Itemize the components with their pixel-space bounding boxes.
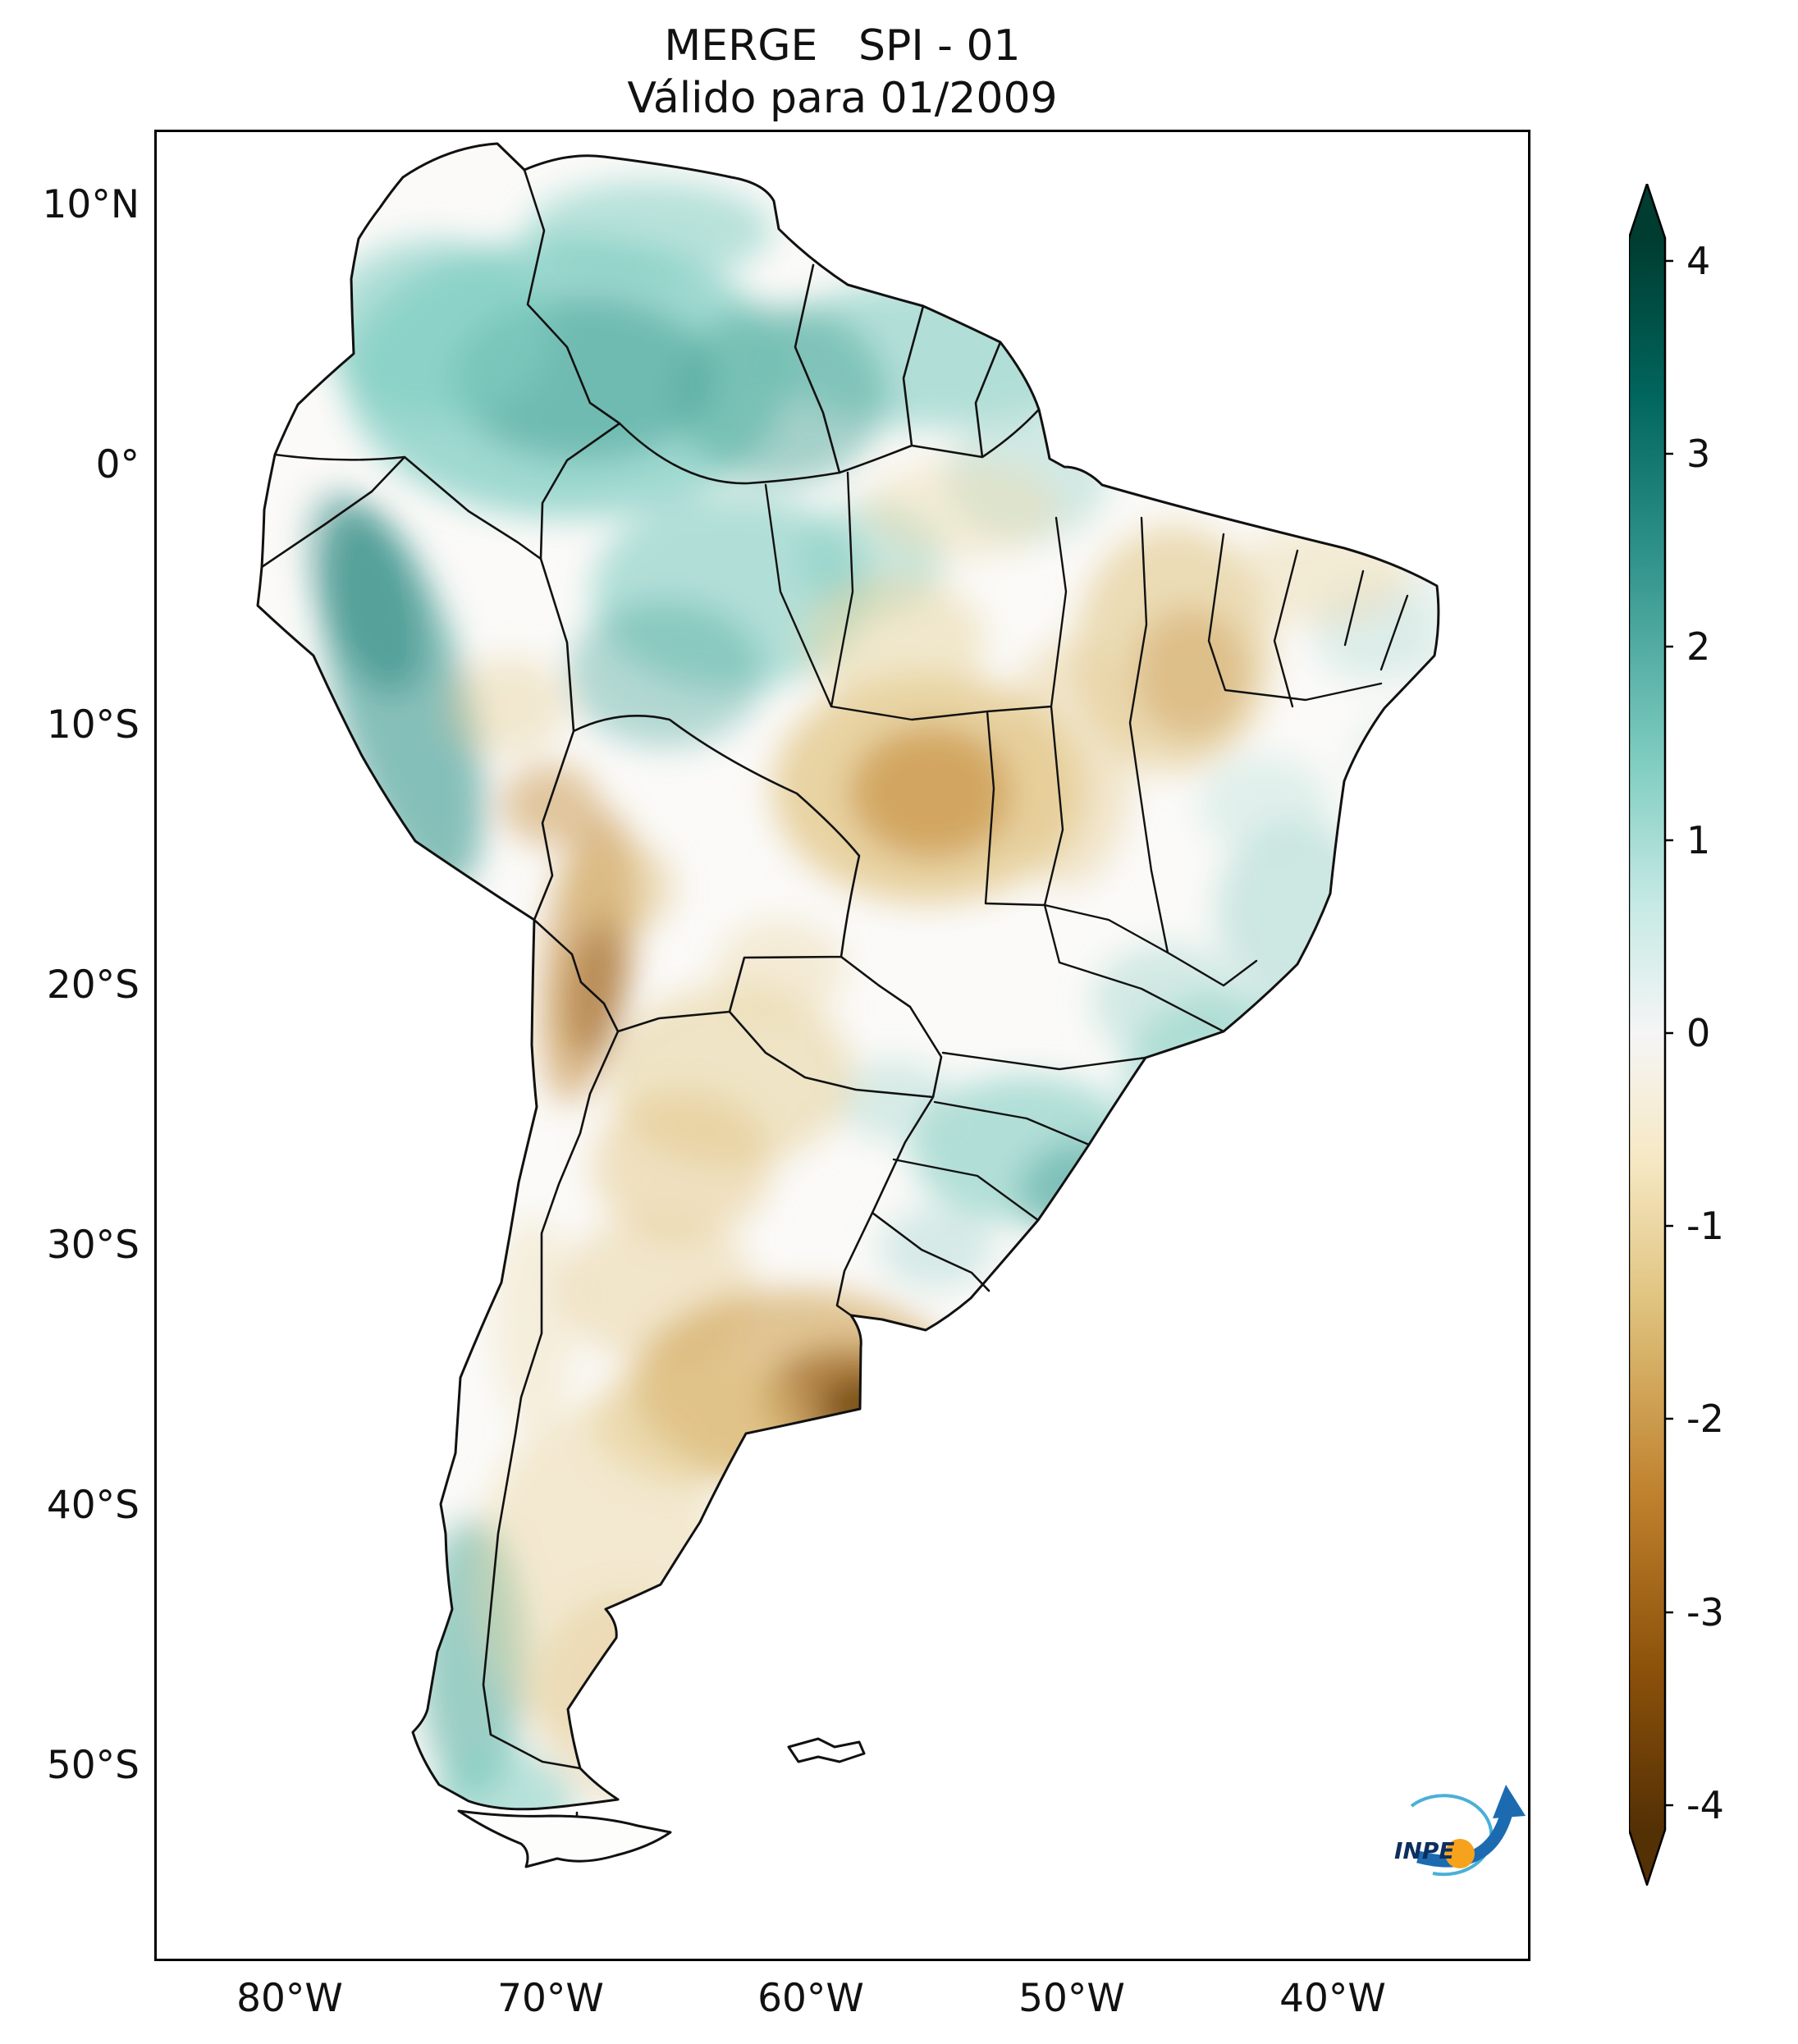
map-frame: INPE <box>154 130 1530 1961</box>
colorbar-tick-0: 0 <box>1686 1011 1711 1055</box>
colorbar-tick-m1: -1 <box>1686 1204 1724 1248</box>
inpe-logo: INPE <box>1394 1785 1526 1877</box>
logo-orange-dot <box>1445 1839 1475 1868</box>
lat-tick-label-10s: 10°S <box>46 702 140 748</box>
lat-tick-label-30s: 30°S <box>46 1223 140 1268</box>
lon-tick-label-50w: 50°W <box>1018 1976 1125 2021</box>
colorbar-gradient <box>1629 238 1665 1830</box>
logo-arrowhead <box>1493 1785 1526 1818</box>
chart-subtitle: Válido para 01/2009 <box>627 74 1058 123</box>
colorbar-outline <box>1629 184 1667 1886</box>
island-outline <box>787 1737 866 1763</box>
south-america-spi-map: INPE <box>256 142 1526 1877</box>
lon-tick-label-80w: 80°W <box>236 1976 343 2021</box>
colorbar-tick-2: 2 <box>1686 624 1711 669</box>
logo-arrow <box>1416 1808 1514 1868</box>
colorbar-arrow-bottom <box>1629 1830 1665 1885</box>
colorbar-tick-m3: -3 <box>1686 1590 1724 1635</box>
lat-tick-label-20s: 20°S <box>46 963 140 1008</box>
colorbar-tick-m2: -2 <box>1686 1397 1724 1441</box>
colorbar-ticks <box>1665 259 1673 1807</box>
colorbar-arrow-top <box>1629 184 1665 238</box>
lon-tick-label-40w: 40°W <box>1279 1976 1386 2021</box>
logo-orbit-arc <box>1410 1794 1494 1877</box>
coastline <box>256 142 1440 1868</box>
colorbar <box>1629 184 1673 1886</box>
country-borders <box>260 168 1041 1860</box>
colorbar-tick-4: 4 <box>1686 239 1711 283</box>
chart-title: MERGE SPI - 01 <box>664 21 1021 71</box>
colorbar-tick-3: 3 <box>1686 432 1711 476</box>
lat-tick-label-10n: 10°N <box>42 182 140 227</box>
colorbar-tick-1: 1 <box>1686 818 1711 862</box>
logo-text: INPE <box>1394 1837 1455 1864</box>
lat-tick-label-0: 0° <box>95 442 140 487</box>
lat-tick-label-50s: 50°S <box>46 1743 140 1788</box>
lat-tick-label-40s: 40°S <box>46 1483 140 1528</box>
lon-tick-label-60w: 60°W <box>757 1976 864 2021</box>
lon-tick-label-70w: 70°W <box>497 1976 604 2021</box>
state-borders <box>764 471 1409 1222</box>
colorbar-tick-m4: -4 <box>1686 1783 1724 1827</box>
